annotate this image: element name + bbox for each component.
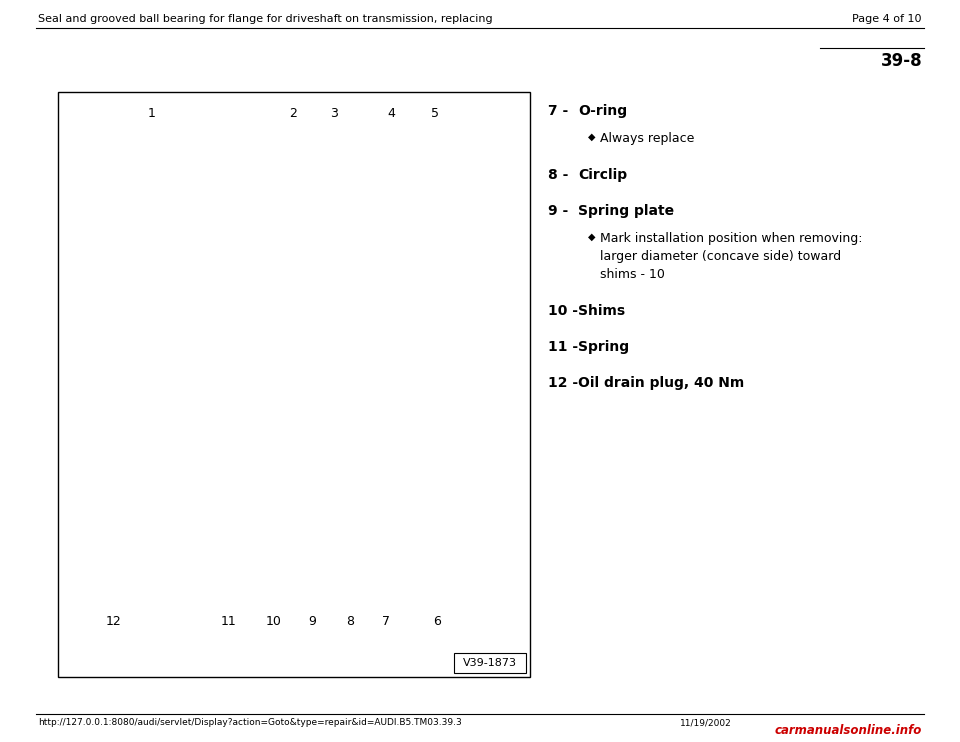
Text: Always replace: Always replace	[600, 132, 694, 145]
Text: 6: 6	[433, 615, 441, 628]
Text: larger diameter (concave side) toward: larger diameter (concave side) toward	[600, 250, 841, 263]
Bar	[58, 92, 530, 677]
Text: 5: 5	[431, 107, 439, 120]
Text: V39-1873: V39-1873	[463, 658, 517, 668]
Text: 9: 9	[308, 615, 316, 628]
Text: 11 -: 11 -	[548, 340, 578, 354]
Text: Spring: Spring	[578, 340, 629, 354]
Text: 8: 8	[347, 615, 354, 628]
Text: 4: 4	[388, 107, 396, 120]
Text: carmanualsonline.info: carmanualsonline.info	[775, 724, 922, 737]
Text: 10: 10	[266, 615, 281, 628]
Text: 11: 11	[221, 615, 236, 628]
Text: O-ring: O-ring	[578, 104, 627, 118]
Text: ◆: ◆	[588, 132, 595, 142]
Text: 12: 12	[106, 615, 121, 628]
Bar	[454, 653, 526, 673]
Text: 39-8: 39-8	[880, 52, 922, 70]
Text: ◆: ◆	[588, 232, 595, 242]
Text: Mark installation position when removing:: Mark installation position when removing…	[600, 232, 862, 245]
Text: 7: 7	[382, 615, 390, 628]
Text: 2: 2	[289, 107, 297, 120]
Text: 12 -: 12 -	[548, 376, 578, 390]
Text: Circlip: Circlip	[578, 168, 627, 182]
Text: http://127.0.0.1:8080/audi/servlet/Display?action=Goto&type=repair&id=AUDI.B5.TM: http://127.0.0.1:8080/audi/servlet/Displ…	[38, 718, 462, 727]
Text: 1: 1	[148, 107, 156, 120]
Text: 8 -: 8 -	[548, 168, 568, 182]
Text: Page 4 of 10: Page 4 of 10	[852, 14, 922, 24]
Text: shims - 10: shims - 10	[600, 268, 665, 281]
Text: 3: 3	[330, 107, 338, 120]
Text: 7 -: 7 -	[548, 104, 568, 118]
Text: Oil drain plug, 40 Nm: Oil drain plug, 40 Nm	[578, 376, 744, 390]
Text: Spring plate: Spring plate	[578, 204, 674, 218]
Text: 10 -: 10 -	[548, 304, 578, 318]
Text: 11/19/2002: 11/19/2002	[680, 718, 732, 727]
Text: Seal and grooved ball bearing for flange for driveshaft on transmission, replaci: Seal and grooved ball bearing for flange…	[38, 14, 492, 24]
Text: 9 -: 9 -	[548, 204, 568, 218]
Text: Shims: Shims	[578, 304, 625, 318]
